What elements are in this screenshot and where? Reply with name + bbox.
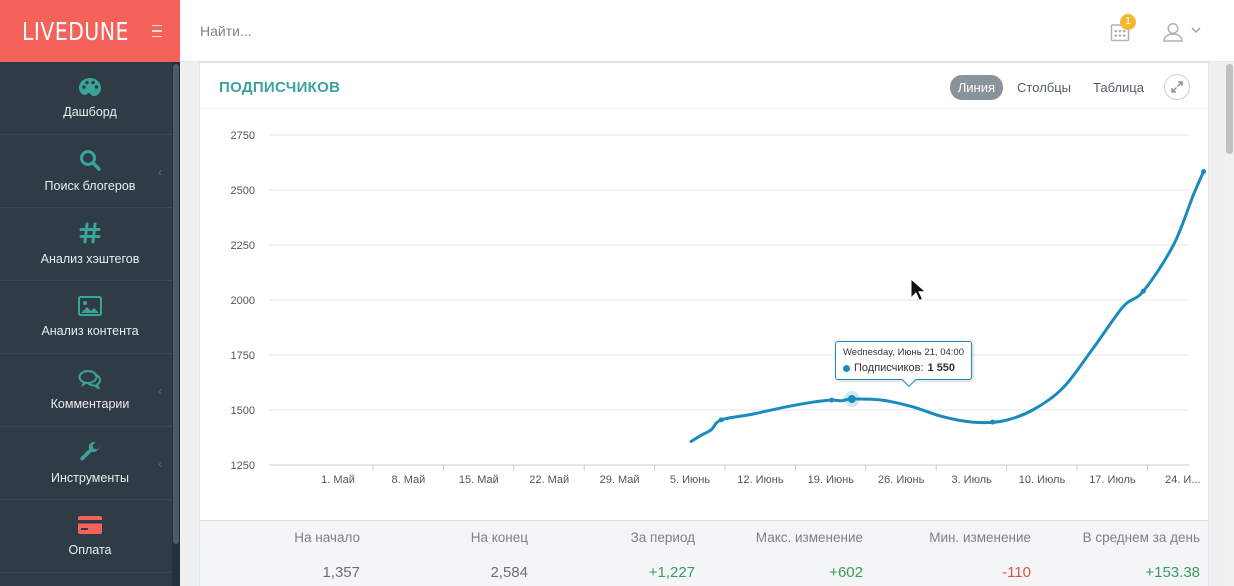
mouse-cursor-icon xyxy=(910,278,926,302)
stat-label: За период xyxy=(630,530,695,545)
palette-icon xyxy=(79,78,101,96)
x-tick-label: 8. Май xyxy=(392,474,426,486)
tab-bars[interactable]: Столбцы xyxy=(1017,79,1072,95)
tab-table[interactable]: Таблица xyxy=(1093,79,1144,95)
chart-tooltip: Wednesday, Июнь 21, 04:00 Подписчиков: 1… xyxy=(835,341,972,388)
stat-value: 1,357 xyxy=(322,564,360,581)
subscribers-panel: ПОДПИСЧИКОВ Линия Столбцы Таблица 1250 15… xyxy=(199,62,1209,586)
sidebar-item-label: Комментарии xyxy=(50,397,130,411)
tooltip-series-label: Подписчиков: xyxy=(854,362,924,374)
chevron-left-icon: ‹ xyxy=(158,165,162,179)
y-tick-label: 1500 xyxy=(231,405,255,417)
logo[interactable]: LIVEDUNE xyxy=(22,16,129,46)
user-icon[interactable] xyxy=(1162,22,1184,42)
stat-value: +153.38 xyxy=(1145,564,1200,581)
y-tick-label: 1250 xyxy=(231,460,255,472)
data-point[interactable] xyxy=(990,419,996,425)
x-tick-label: 29. Май xyxy=(600,474,640,486)
stat-label: На конец xyxy=(470,530,528,545)
chevron-down-icon[interactable] xyxy=(1190,24,1202,36)
subscribers-line-chart: 1250 1500 1750 2000 2250 2500 2750 1. Май 8. Май… xyxy=(231,130,1207,486)
y-tick-label: 2000 xyxy=(231,295,255,307)
stat-label: Макс. изменение xyxy=(755,530,863,545)
sidebar-item-content-analysis[interactable]: Анализ контента xyxy=(0,281,180,354)
x-tick-label: 26. Июнь xyxy=(878,474,925,486)
x-tick-label: 17. Июль xyxy=(1089,474,1136,486)
credit-card-icon xyxy=(78,516,102,534)
expand-icon xyxy=(1171,81,1183,93)
tab-line[interactable]: Линия xyxy=(949,74,1004,100)
data-point[interactable] xyxy=(847,395,856,403)
x-tick-label: 15. Май xyxy=(459,474,499,486)
menu-toggle-icon[interactable] xyxy=(152,24,162,38)
logo-bar: LIVEDUNE xyxy=(0,0,180,62)
series-line xyxy=(689,170,1206,443)
image-icon xyxy=(78,296,102,316)
sidebar: Дашборд Поиск блогеров ‹ Анализ хэштегов… xyxy=(0,62,180,586)
stat-label: В среднем за день xyxy=(1082,530,1200,545)
page-scrollbar[interactable] xyxy=(1225,62,1234,586)
sidebar-item-label: Анализ контента xyxy=(41,324,139,338)
sidebar-item-label: Оплата xyxy=(68,543,112,557)
comments-icon xyxy=(78,370,102,389)
sidebar-scrollbar[interactable] xyxy=(172,62,180,586)
chevron-left-icon: ‹ xyxy=(158,457,162,471)
series-dot xyxy=(843,364,850,372)
data-point[interactable] xyxy=(1201,169,1207,175)
notification-badge: 1 xyxy=(1120,14,1136,30)
sidebar-item-label: Инструменты xyxy=(51,471,129,485)
stat-value: -110 xyxy=(1002,564,1031,581)
sidebar-item-label: Поиск блогеров xyxy=(44,179,136,193)
stat-item: На начало 1,357 xyxy=(294,530,360,581)
sidebar-item-tools[interactable]: Инструменты ‹ xyxy=(0,427,180,500)
scrollbar-thumb[interactable] xyxy=(173,64,179,544)
top-header: 1 xyxy=(180,0,1234,62)
data-point[interactable] xyxy=(1140,288,1146,294)
y-tick-label: 1750 xyxy=(231,350,255,362)
sidebar-item-hashtag-analysis[interactable]: Анализ хэштегов xyxy=(0,208,180,281)
sidebar-item-blogger-search[interactable]: Поиск блогеров ‹ xyxy=(0,135,180,208)
sidebar-item-dashboard[interactable]: Дашборд xyxy=(0,62,180,135)
x-tick-label: 24. И... xyxy=(1165,474,1200,486)
y-tick-label: 2250 xyxy=(231,240,255,252)
expand-button[interactable] xyxy=(1164,74,1190,100)
hashtag-icon xyxy=(79,222,101,244)
tooltip-date: Wednesday, Июнь 21, 04:00 xyxy=(843,347,964,358)
tooltip-value: 1 550 xyxy=(927,362,956,374)
x-tick-label: 19. Июнь xyxy=(808,474,855,486)
x-tick-label: 12. Июнь xyxy=(737,474,784,486)
stat-item: В среднем за день +153.38 xyxy=(1083,530,1200,581)
x-tick-label: 5. Июнь xyxy=(670,474,710,486)
stat-label: Мин. изменение xyxy=(929,530,1031,545)
search-icon xyxy=(80,150,101,171)
summary-stats: На начало 1,357 На конец 2,584 За период +1,2… xyxy=(200,520,1208,586)
panel-title: ПОДПИСЧИКОВ xyxy=(219,79,341,96)
sidebar-item-label: Дашборд xyxy=(63,105,117,119)
view-tabs: Линия Столбцы Таблица xyxy=(949,74,1190,100)
x-tick-label: 10. Июль xyxy=(1019,474,1066,486)
x-tick-label: 22. Май xyxy=(529,474,569,486)
data-point[interactable] xyxy=(718,417,724,423)
data-point[interactable] xyxy=(829,397,835,403)
panel-divider xyxy=(200,108,1208,109)
sidebar-item-payment[interactable]: Оплата xyxy=(0,500,180,573)
scrollbar-thumb[interactable] xyxy=(1226,64,1233,154)
stat-item: За период +1,227 xyxy=(631,530,695,581)
stat-value: +602 xyxy=(829,564,863,581)
search-input[interactable] xyxy=(200,20,500,42)
chevron-left-icon: ‹ xyxy=(158,384,162,398)
y-tick-label: 2750 xyxy=(231,130,255,142)
stat-item: Мин. изменение -110 xyxy=(929,530,1031,581)
wrench-icon xyxy=(80,441,100,461)
x-tick-label: 1. Май xyxy=(321,474,355,486)
stat-value: +1,227 xyxy=(648,564,695,581)
y-tick-label: 2500 xyxy=(231,185,255,197)
x-tick-label: 3. Июль xyxy=(951,474,992,486)
stat-label: На начало xyxy=(294,530,360,545)
sidebar-item-comments[interactable]: Комментарии ‹ xyxy=(0,354,180,427)
sidebar-item-label: Анализ хэштегов xyxy=(40,252,140,266)
stat-value: 2,584 xyxy=(490,564,528,581)
stat-item: Макс. изменение +602 xyxy=(756,530,863,581)
stat-item: На конец 2,584 xyxy=(471,530,528,581)
